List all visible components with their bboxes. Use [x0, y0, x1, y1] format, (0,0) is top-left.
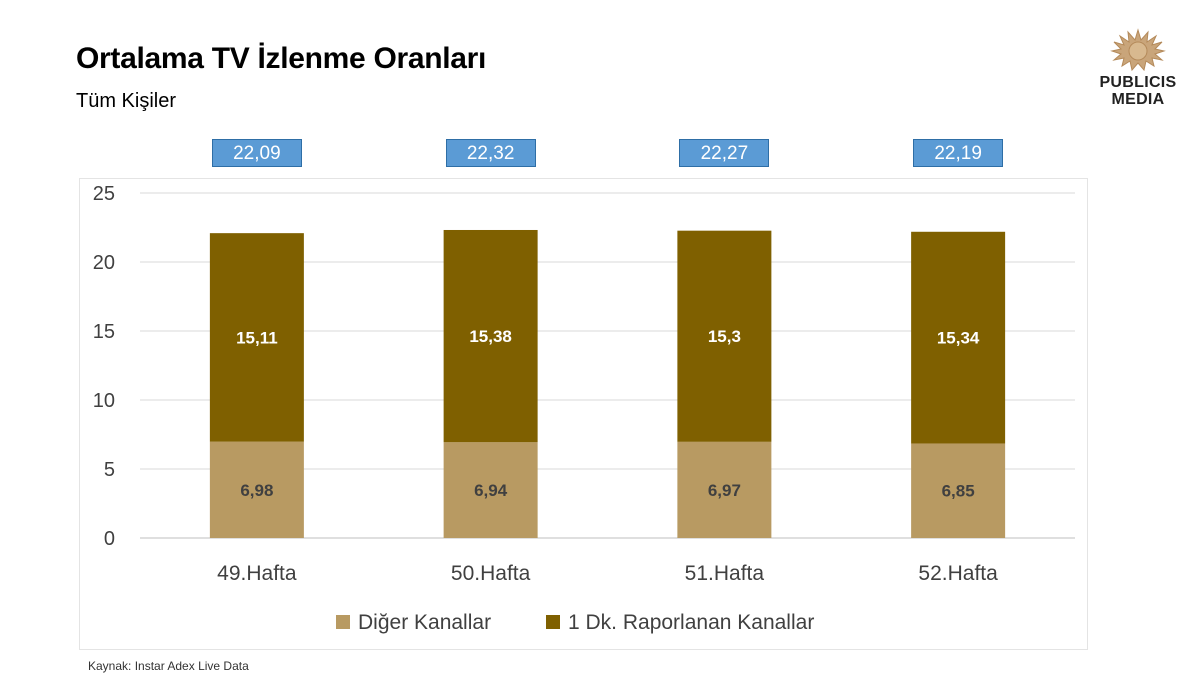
logo-text-line2: MEDIA — [1111, 91, 1165, 108]
data-label: 15,11 — [236, 328, 278, 347]
y-tick-label: 10 — [93, 390, 115, 412]
total-label: 22,27 — [679, 139, 770, 167]
legend-swatch — [546, 615, 560, 629]
total-label: 22,19 — [913, 139, 1004, 167]
bar-segment — [209, 233, 304, 442]
data-label: 6,97 — [708, 481, 741, 500]
y-tick-label: 5 — [104, 459, 115, 481]
data-label: 15,3 — [708, 327, 741, 346]
data-label: 15,38 — [469, 327, 512, 346]
bar-segment — [911, 443, 1006, 538]
page-subtitle: Tüm Kişiler — [76, 90, 177, 112]
bar-segment — [911, 231, 1006, 444]
lion-sun-icon — [1110, 28, 1166, 72]
data-label: 6,98 — [240, 481, 273, 500]
data-label: 15,34 — [937, 329, 980, 348]
page-title: Ortalama TV İzlenme Oranları — [76, 42, 487, 75]
bar-segment — [677, 441, 772, 538]
legend-label: Diğer Kanallar — [358, 611, 491, 634]
y-tick-label: 20 — [93, 252, 115, 274]
y-tick-label: 0 — [104, 528, 115, 550]
logo-text-line1: PUBLICIS — [1099, 74, 1177, 91]
legend-swatch — [336, 615, 350, 629]
x-tick-label: 50.Hafta — [451, 562, 531, 585]
x-tick-label: 52.Hafta — [918, 562, 998, 585]
y-tick-label: 15 — [93, 321, 115, 343]
bar-segment — [443, 229, 538, 443]
bar-segment — [209, 441, 304, 538]
chart-frame — [79, 178, 1088, 650]
bar-segment — [677, 230, 772, 442]
data-label: 6,94 — [474, 481, 508, 500]
data-label: 6,85 — [942, 482, 975, 501]
x-tick-label: 49.Hafta — [217, 562, 297, 585]
bar-segment — [443, 442, 538, 538]
y-tick-label: 25 — [93, 183, 115, 205]
total-label: 22,09 — [211, 139, 302, 167]
total-label: 22,32 — [445, 139, 536, 167]
legend-label: 1 Dk. Raporlanan Kanallar — [568, 611, 814, 634]
publicis-media-logo: PUBLICIS MEDIA — [1084, 26, 1192, 114]
source-note: Kaynak: Instar Adex Live Data — [88, 659, 249, 673]
x-tick-label: 51.Hafta — [685, 562, 765, 585]
